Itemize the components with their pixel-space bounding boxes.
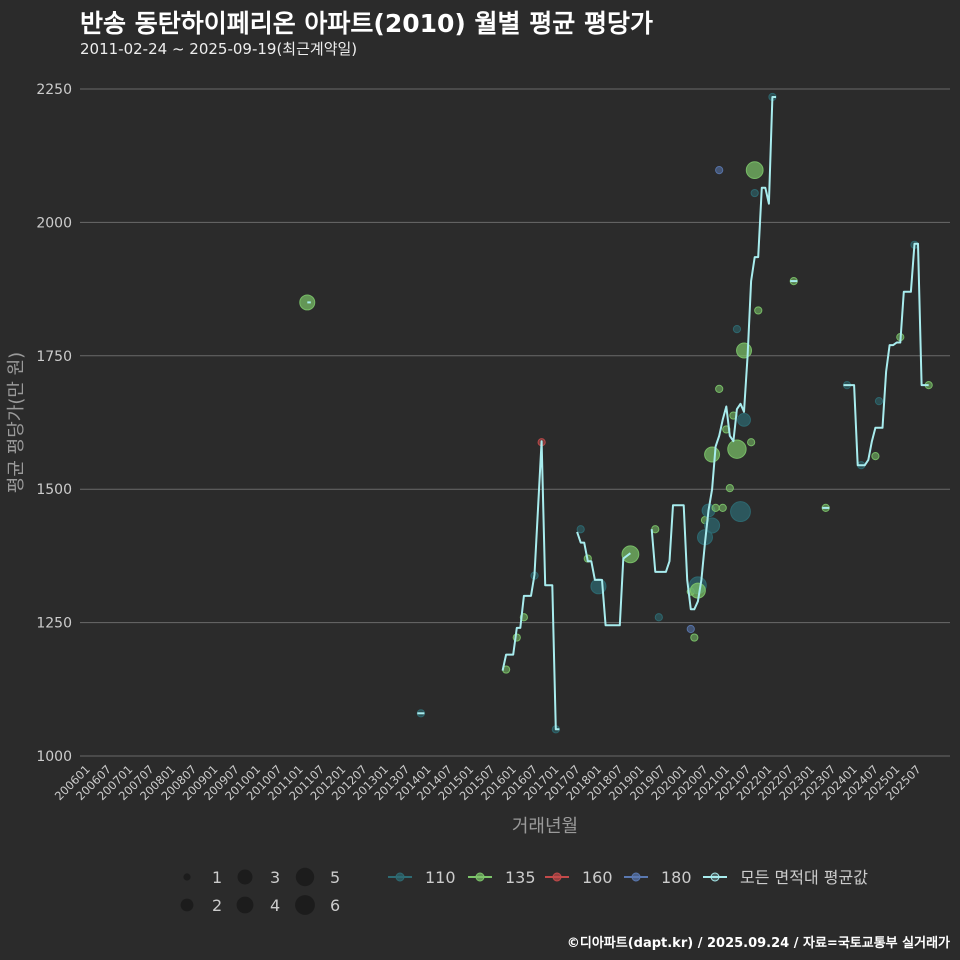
- data-point-135: [745, 161, 764, 180]
- y-tick-label: 1750: [36, 349, 72, 365]
- legend-key-marker: [475, 872, 485, 882]
- size-legend-item: 2: [180, 896, 222, 915]
- color-legend-item: 110: [388, 868, 456, 887]
- chart-subtitle: 2011-02-24 ~ 2025-09-19(최근계약일): [80, 40, 358, 58]
- size-legend-item: 4: [236, 896, 280, 915]
- source-caption: ©디아파트(dapt.kr) / 2025.09.24 / 자료=국토교통부 실…: [566, 936, 950, 951]
- size-legend-marker: [295, 895, 315, 915]
- data-point-135: [715, 384, 724, 393]
- data-point-135: [718, 503, 727, 512]
- size-legend-marker: [180, 898, 194, 912]
- data-point-135: [747, 438, 756, 447]
- data-point-180: [686, 624, 695, 634]
- color-legend-item: 모든 면적대 평균값: [703, 868, 868, 887]
- legend-label: 160: [582, 868, 613, 887]
- data-point-180: [715, 166, 724, 175]
- size-legend-item: 1: [183, 868, 222, 887]
- size-legend-item: 3: [237, 868, 280, 887]
- data-point-110: [737, 412, 751, 427]
- mean-line-segment: [576, 531, 632, 627]
- color-legend-item: 160: [545, 868, 613, 887]
- size-legend-label: 4: [270, 896, 280, 915]
- size-legend-marker: [236, 896, 254, 914]
- legend-label: 110: [425, 868, 456, 887]
- data-point-135: [704, 446, 721, 463]
- data-point-110: [732, 325, 742, 334]
- y-tick-label: 2250: [36, 82, 72, 98]
- data-point-110: [730, 501, 751, 523]
- size-legend-label: 6: [330, 896, 340, 915]
- size-legend-marker: [295, 867, 315, 887]
- legend-label: 모든 면적대 평균값: [740, 868, 868, 887]
- data-point-110: [704, 517, 721, 534]
- size-legend-label: 2: [212, 896, 222, 915]
- y-axis-title: 평균 평당가(만 원): [6, 352, 27, 493]
- color-legend-item: 135: [468, 868, 536, 887]
- legend-label: 135: [505, 868, 536, 887]
- data-point-135: [754, 306, 763, 315]
- y-tick-label: 2000: [36, 215, 72, 231]
- data-point-135: [725, 484, 734, 493]
- data-point-135: [727, 439, 747, 459]
- legend-key-marker: [710, 872, 720, 882]
- legend-key-marker: [552, 872, 562, 882]
- size-legend-label: 3: [270, 868, 280, 887]
- data-point-135: [736, 342, 753, 359]
- legend-key-marker: [395, 872, 405, 882]
- size-legend-marker: [237, 869, 253, 885]
- y-tick-label: 1500: [36, 482, 72, 498]
- size-legend-item: 6: [295, 895, 340, 915]
- color-legend-item: 180: [624, 868, 692, 887]
- data-point-135: [711, 503, 720, 512]
- legend-key-marker: [631, 872, 641, 882]
- size-legend-label: 5: [330, 868, 340, 887]
- data-point-135: [690, 633, 699, 642]
- data-point-135: [871, 452, 880, 461]
- data-point-110: [654, 613, 663, 622]
- data-point-110: [750, 188, 759, 198]
- data-point-110: [874, 397, 884, 406]
- size-legend-marker: [183, 873, 191, 881]
- mean-line-segment: [843, 242, 929, 467]
- mean-line-segment: [650, 96, 776, 611]
- size-legend-item: 5: [295, 867, 340, 887]
- chart-title: 반송 동탄하이페리온 아파트(2010) 월별 평균 평당가: [80, 9, 653, 38]
- data-point-110: [576, 525, 585, 534]
- mean-line-segment: [501, 440, 560, 731]
- data-point-135: [299, 294, 316, 311]
- size-legend-label: 1: [212, 868, 222, 887]
- x-axis-title: 거래년월: [512, 816, 578, 837]
- y-tick-label: 1000: [36, 749, 72, 765]
- y-tick-label: 1250: [36, 616, 72, 632]
- legend-label: 180: [661, 868, 692, 887]
